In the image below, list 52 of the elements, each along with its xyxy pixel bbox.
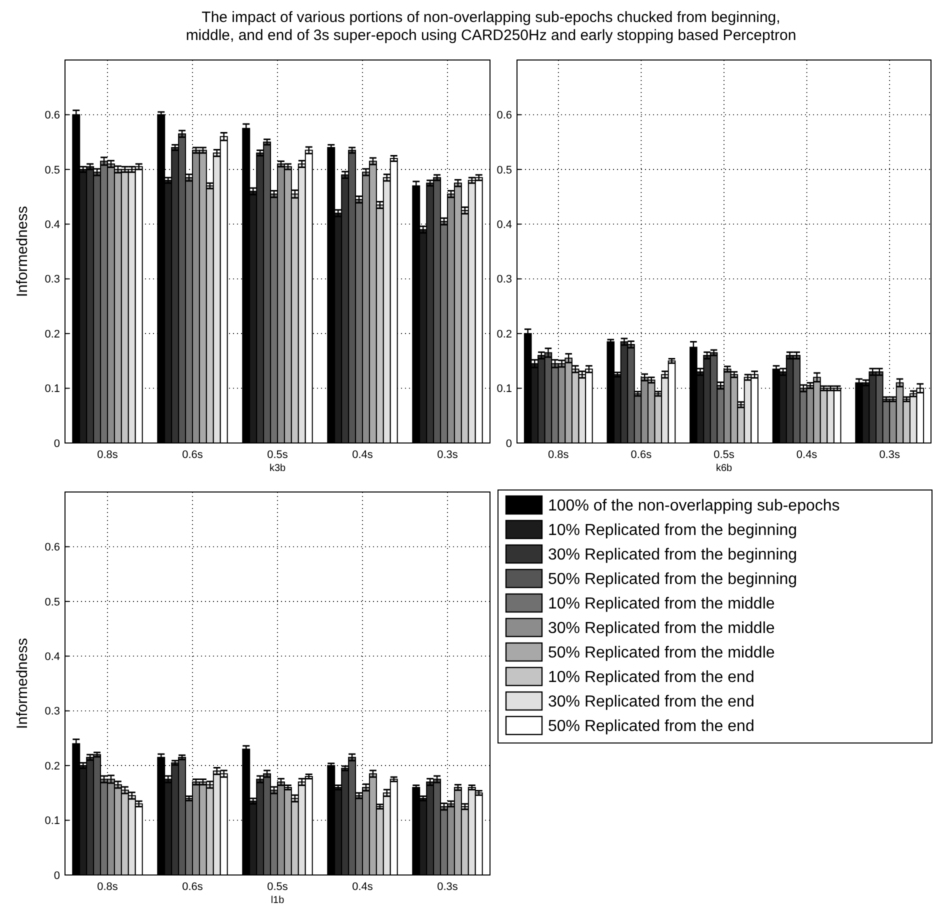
x-tick-label: 0.4s (352, 881, 374, 893)
x-tick-label: 0.3s (437, 449, 458, 461)
y-tick-label: 0.4 (44, 650, 60, 663)
legend-label: 50% Replicated from the beginning (548, 571, 798, 588)
y-tick-label: 0.3 (44, 706, 60, 718)
x-tick-label: 0.4s (352, 449, 374, 461)
legend-label: 10% Replicated from the end (548, 669, 754, 686)
x-axis-title: k6b (716, 463, 732, 474)
legend-label: 30% Replicated from the beginning (548, 546, 798, 564)
x-tick-label: 0.4s (796, 449, 818, 461)
y-tick-label: 0 (54, 438, 60, 450)
y-tick-label: 0.3 (496, 274, 512, 286)
chart-title: The impact of various portions of non-overlapping sub-epochs chucked from beginning, middle, and end of 3s super-epoch using CARD250Hz and early stopping based Perceptron (186, 9, 796, 44)
x-tick-label: 0.6s (182, 449, 204, 461)
legend-label: 10% Replicated from the middle (548, 596, 775, 613)
y-tick-label: 0.4 (496, 218, 512, 231)
y-tick-label: 0.2 (44, 760, 60, 772)
x-tick-label: 0.8s (97, 449, 118, 461)
y-tick-label: 0.6 (44, 542, 60, 554)
y-axis-title: Informedness (14, 638, 31, 729)
y-tick-label: 0.1 (496, 383, 512, 396)
x-tick-label: 0.8s (97, 881, 118, 893)
x-axis-title: k3b (269, 463, 286, 474)
y-tick-label: 0.2 (44, 328, 60, 340)
legend-label: 50% Replicated from the middle (548, 644, 775, 662)
x-tick-label: 0.5s (714, 449, 735, 461)
y-tick-label: 0.2 (496, 328, 512, 340)
y-tick-label: 0.3 (44, 274, 60, 286)
y-axis-title: Informedness (14, 206, 31, 297)
y-tick-label: 0 (506, 438, 512, 450)
y-tick-label: 0.1 (44, 815, 60, 828)
x-tick-label: 0.3s (879, 449, 900, 461)
legend-label: 100% of the non-overlapping sub-epochs (548, 498, 840, 515)
legend-label: 30% Replicated from the middle (548, 620, 775, 638)
y-tick-label: 0.5 (44, 164, 60, 176)
y-tick-label: 0.5 (44, 596, 60, 608)
y-tick-label: 0.4 (44, 218, 60, 231)
x-axis-title: l1b (270, 895, 285, 906)
x-tick-label: 0.6s (182, 881, 204, 893)
y-tick-label: 0.5 (496, 164, 512, 176)
y-tick-label: 0 (54, 870, 60, 882)
y-tick-label: 0.1 (44, 383, 60, 396)
y-tick-label: 0.6 (44, 110, 60, 122)
x-tick-label: 0.3s (437, 881, 458, 893)
x-tick-label: 0.6s (630, 449, 652, 461)
x-tick-label: 0.8s (548, 449, 570, 461)
legend-label: 50% Replicated from the end (548, 718, 754, 736)
legend-label: 10% Replicated from the beginning (548, 522, 798, 540)
x-tick-label: 0.5s (267, 881, 288, 893)
x-tick-label: 0.5s (267, 449, 288, 461)
y-tick-label: 0.6 (496, 110, 512, 122)
legend-label: 30% Replicated from the end (548, 694, 754, 711)
